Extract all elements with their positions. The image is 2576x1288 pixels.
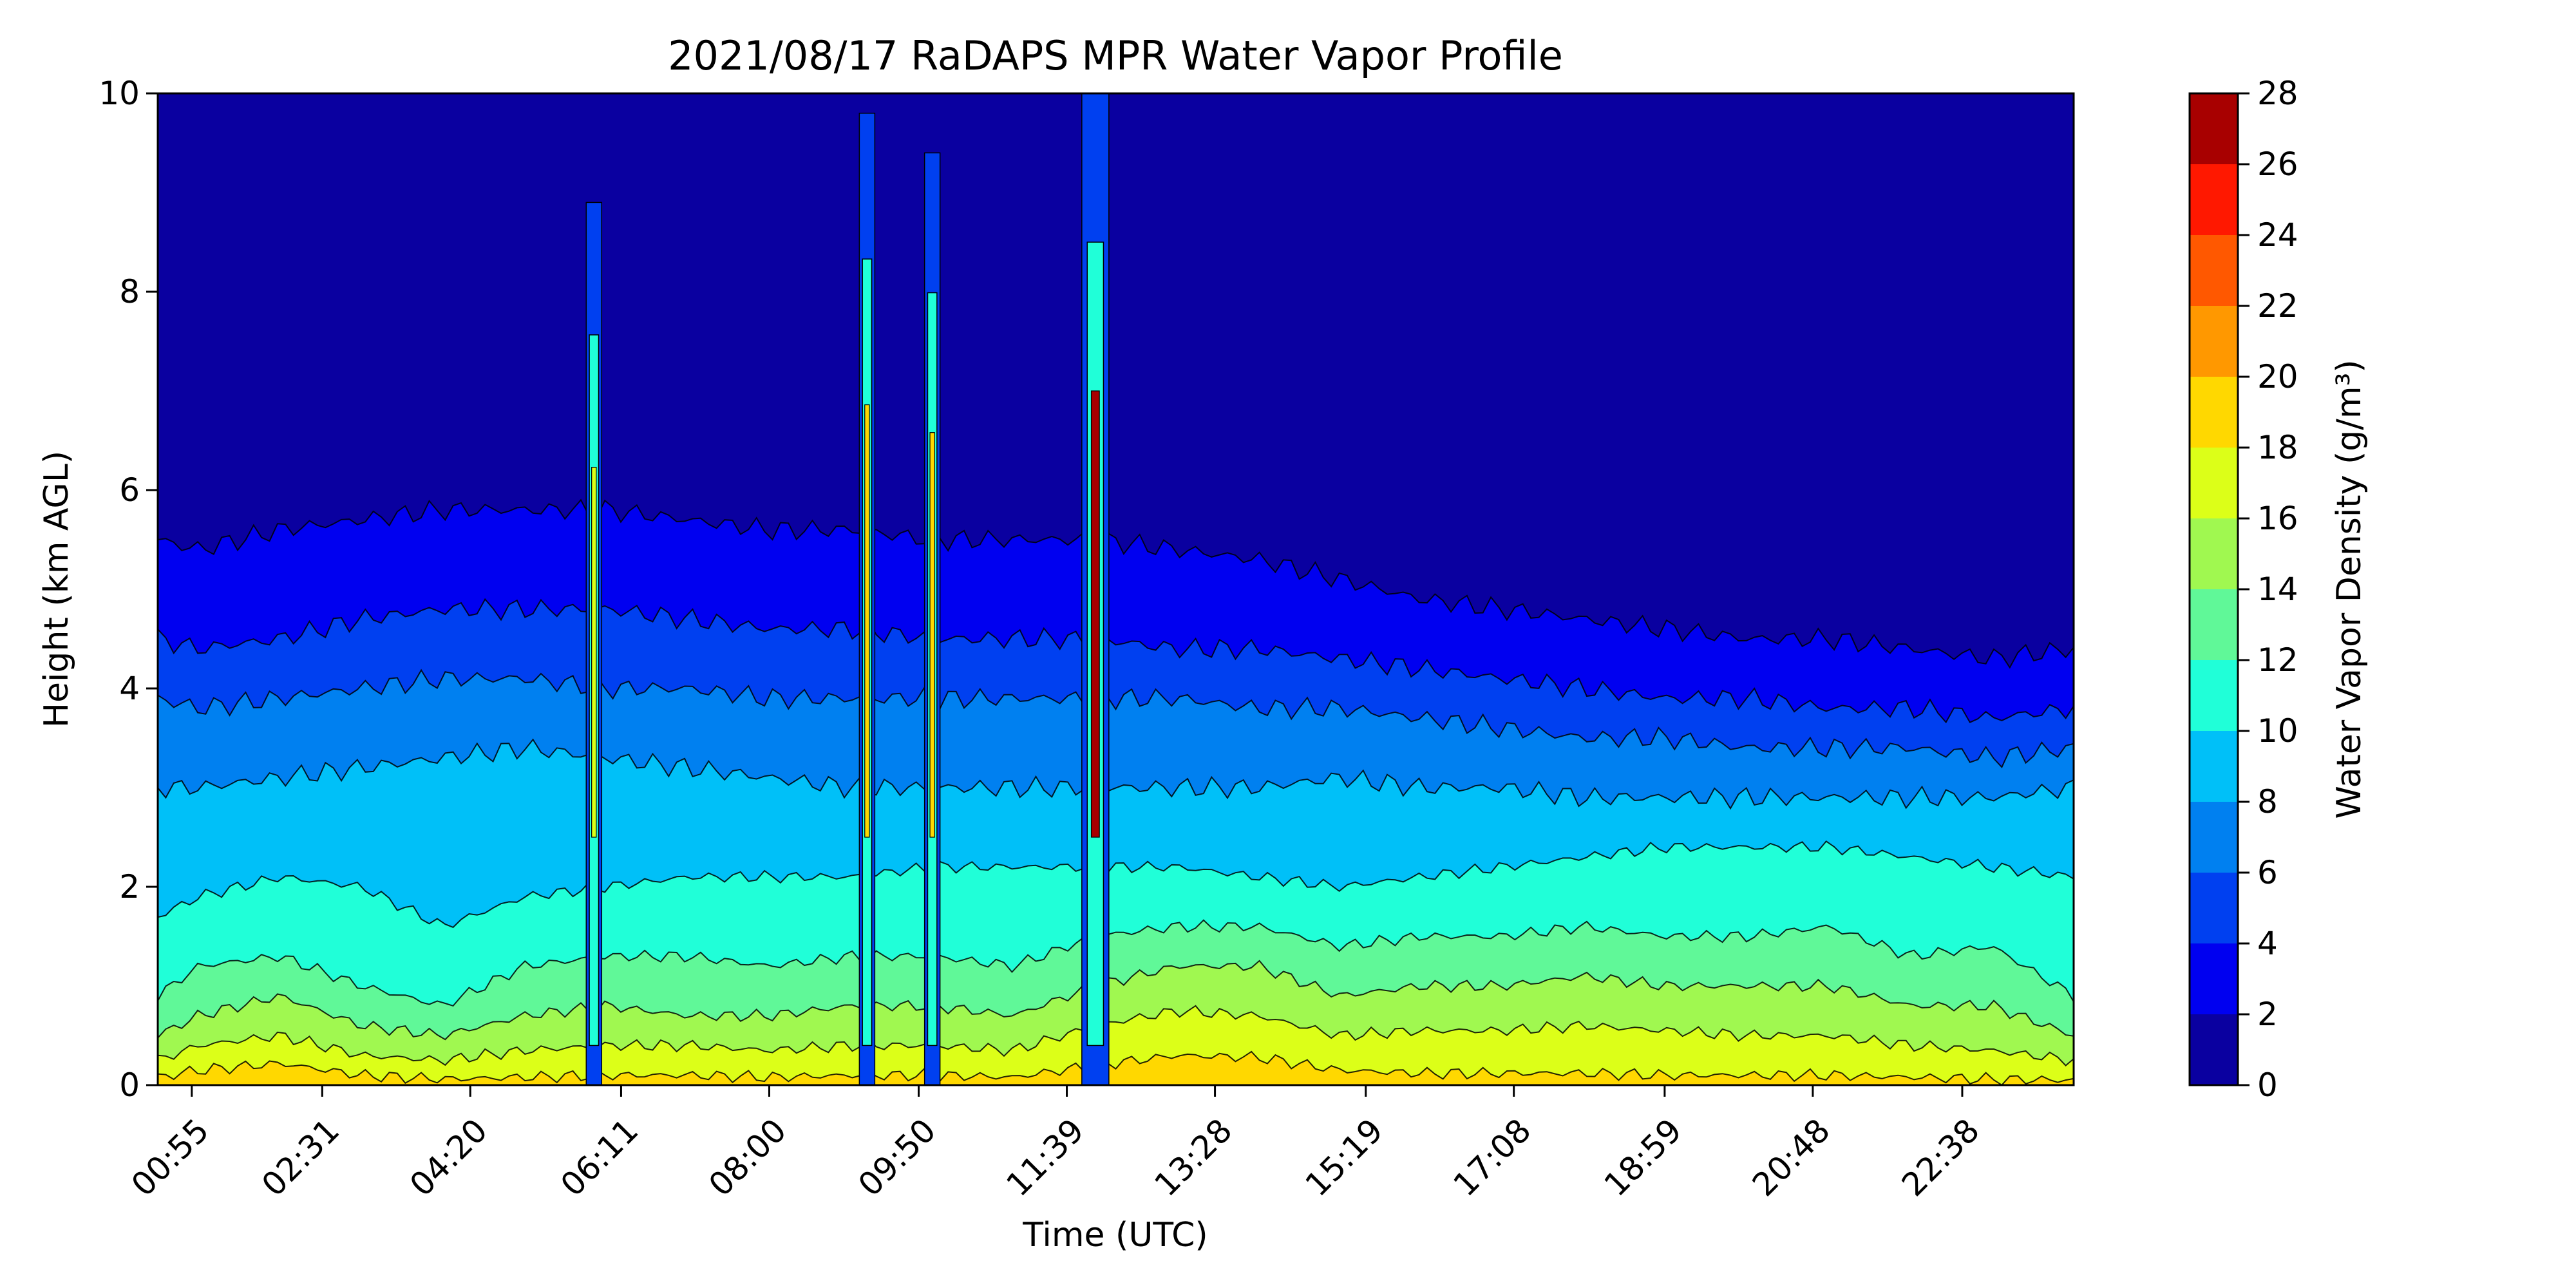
contour-fills — [158, 93, 2074, 1085]
spike-4 — [1081, 93, 1110, 1085]
contour-line-2 — [158, 498, 2074, 669]
plot-frame — [156, 92, 2075, 1086]
colorbar-swatch-2 — [2190, 873, 2238, 943]
band-16-18 — [158, 1005, 2074, 1085]
colorbar-tick-label: 4 — [2257, 925, 2278, 962]
x-tick-label: 06:11 — [553, 1112, 645, 1204]
colorbar-swatch-10 — [2190, 306, 2238, 377]
colorbar-label: Water Vapor Density (g/m³) — [2330, 359, 2369, 819]
y-axis: 0 2 4 6 8 10 — [99, 75, 158, 1104]
colorbar-tick-label: 26 — [2257, 146, 2298, 183]
contour-lines — [158, 498, 2074, 1085]
colorbar-tick-label: 10 — [2257, 712, 2298, 750]
spike-2 — [858, 113, 876, 1085]
colorbar-tick-label: 8 — [2257, 783, 2278, 820]
spike-3 — [923, 152, 941, 1085]
colorbar-tick-label: 22 — [2257, 287, 2298, 325]
x-tick-label: 13:28 — [1148, 1112, 1240, 1204]
x-tick-label: 22:38 — [1895, 1112, 1987, 1204]
contour-line-12 — [158, 919, 2074, 1007]
colorbar-tick-label: 16 — [2257, 500, 2298, 537]
y-tick-label: 8 — [119, 273, 140, 310]
colorbar-swatch-1 — [2190, 943, 2238, 1014]
contour-line-4 — [158, 598, 2074, 724]
colorbar-tick-label: 20 — [2257, 358, 2298, 395]
colorbar-swatch-11 — [2190, 235, 2238, 306]
colorbar-swatch-9 — [2190, 377, 2238, 448]
spike-2-core — [864, 404, 870, 838]
spike-3-core — [929, 432, 935, 838]
x-tick-label: 18:59 — [1597, 1112, 1689, 1204]
x-tick-label: 04:20 — [402, 1112, 495, 1204]
colorbar-swatch-7 — [2190, 518, 2238, 589]
colorbar-tick-label: 18 — [2257, 429, 2298, 466]
y-tick-label: 10 — [99, 75, 140, 112]
x-tick-label: 00:55 — [124, 1112, 216, 1204]
colorbar-swatch-0 — [2190, 1014, 2238, 1085]
x-tick-label: 11:39 — [999, 1112, 1092, 1204]
x-tick-label: 17:08 — [1446, 1112, 1539, 1204]
x-tick-label: 15:19 — [1298, 1112, 1390, 1204]
colorbar-tick-label: 12 — [2257, 641, 2298, 679]
colorbar-tick-label: 14 — [2257, 571, 2298, 608]
colorbar-tick-label: 6 — [2257, 854, 2278, 891]
spike-4-core — [1090, 390, 1100, 838]
chart-title: 2021/08/17 RaDAPS MPR Water Vapor Profil… — [668, 32, 1563, 79]
y-tick-label: 6 — [119, 471, 140, 509]
x-axis: 00:55 02:31 04:20 06:11 08:00 09:50 11:39 13:28… — [124, 1085, 1987, 1204]
contour-line-8 — [158, 738, 2074, 810]
colorbar-swatch-6 — [2190, 589, 2238, 660]
colorbar-tick-label: 2 — [2257, 996, 2278, 1033]
colorbar-swatch-3 — [2190, 802, 2238, 873]
contour-line-18 — [158, 1050, 2074, 1085]
spike-1-core — [591, 466, 597, 838]
y-axis-label: Height (km AGL) — [37, 451, 76, 728]
colorbar-tick-label: 24 — [2257, 216, 2298, 254]
colorbar-swatch-8 — [2190, 448, 2238, 518]
y-tick-label: 4 — [119, 670, 140, 707]
contour-line-6 — [158, 668, 2074, 768]
y-tick-label: 0 — [119, 1066, 140, 1104]
colorbar-swatch-4 — [2190, 731, 2238, 802]
x-tick-label: 20:48 — [1745, 1112, 1837, 1204]
contour-line-10 — [158, 840, 2074, 929]
spike-1 — [585, 202, 603, 1085]
plot-area — [158, 93, 2074, 1085]
y-tick-label: 2 — [119, 868, 140, 905]
colorbar-tick-label: 28 — [2257, 75, 2298, 112]
x-axis-label: Time (UTC) — [1022, 1216, 1208, 1255]
colorbar-swatch-5 — [2190, 660, 2238, 731]
colorbar-swatch-12 — [2190, 164, 2238, 235]
colorbar-tick-label: 0 — [2257, 1066, 2278, 1104]
x-tick-label: 09:50 — [851, 1112, 943, 1204]
contour-line-14 — [158, 960, 2074, 1041]
x-tick-label: 02:31 — [254, 1112, 346, 1204]
colorbar-swatch-13 — [2190, 93, 2238, 164]
x-tick-label: 08:00 — [701, 1112, 793, 1204]
contour-line-16 — [158, 1005, 2074, 1066]
